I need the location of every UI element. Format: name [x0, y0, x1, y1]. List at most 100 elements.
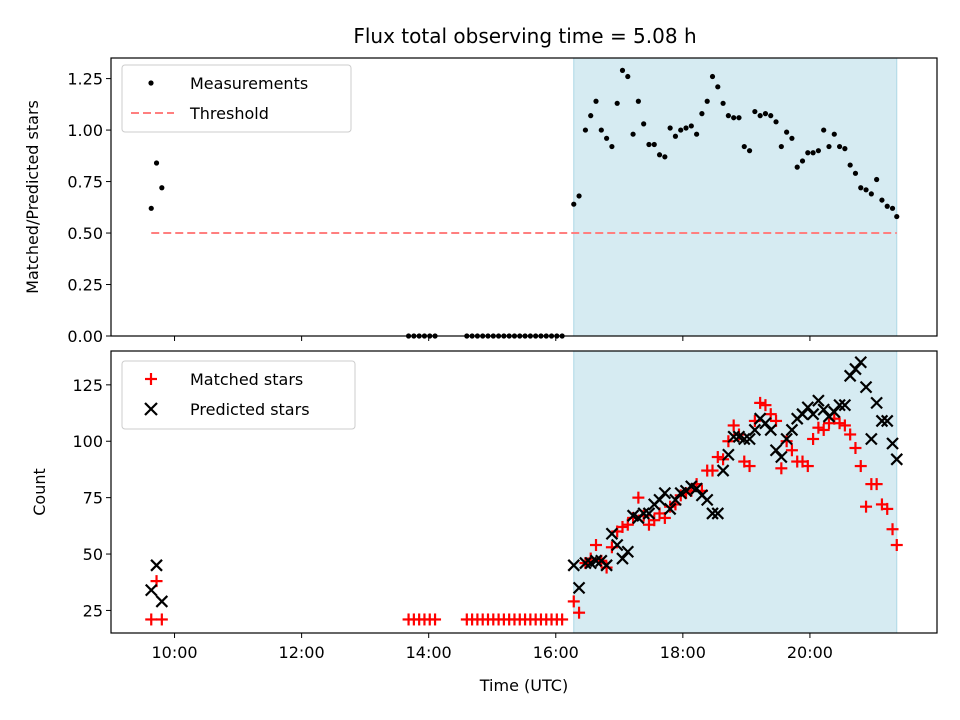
- predicted-star-point: [875, 414, 889, 428]
- legend-threshold-label: Threshold: [189, 104, 269, 123]
- matched-star-point: [145, 613, 158, 626]
- measurement-point: [651, 141, 657, 148]
- measurement-point: [863, 187, 869, 193]
- legend-matched-label: Matched stars: [190, 370, 303, 389]
- top-panel: 0.00 0.25 0.50 0.75 1.00 1.25 Matched/Predict…: [23, 57, 938, 346]
- matched-star-point: [600, 561, 613, 574]
- top-legend: Measurements Threshold: [121, 64, 352, 133]
- measurement-point: [159, 185, 165, 191]
- predicted-star-point: [637, 507, 650, 520]
- measurement-point: [148, 205, 154, 211]
- predicted-star-point: [711, 507, 725, 520]
- measurement-point: [709, 73, 716, 80]
- matched-star-point: [556, 613, 569, 626]
- predicted-star-point: [572, 581, 586, 595]
- measurement-point: [842, 146, 848, 152]
- top-y-tick-label: 0.00: [67, 327, 103, 346]
- legend-predicted-marker: [144, 402, 158, 416]
- legend-measurements-marker: [148, 80, 154, 86]
- matched-star-point: [754, 396, 767, 409]
- matched-star-point: [833, 417, 846, 430]
- predicted-star-point: [642, 507, 656, 520]
- bottom-y-tick-label: 25: [83, 601, 103, 620]
- x-axis-label: Time (UTC): [479, 676, 568, 695]
- matched-star-point: [711, 451, 724, 464]
- matched-star-point: [860, 500, 873, 513]
- matched-star-point: [759, 399, 772, 412]
- predicted-star-point: [890, 453, 904, 466]
- measurement-point: [852, 170, 859, 176]
- measurement-point: [799, 158, 806, 164]
- predicted-star-point: [600, 559, 613, 572]
- measurement-point: [826, 143, 832, 150]
- bottom-legend: Matched stars Predicted stars: [121, 360, 356, 430]
- measurement-point: [805, 150, 811, 156]
- predicted-star-point: [722, 448, 735, 462]
- predicted-star-point: [780, 432, 793, 446]
- top-y-tick-label: 1.25: [67, 70, 103, 89]
- matched-star-point: [573, 606, 586, 619]
- bottom-shaded-region: [573, 350, 898, 634]
- measurement-point: [741, 143, 747, 150]
- measurement-point: [715, 84, 721, 90]
- matched-star-point: [849, 442, 862, 455]
- matched-star-point: [567, 595, 580, 608]
- top-y-label: Matched/Predicted stars: [23, 100, 42, 294]
- predicted-star-point: [150, 559, 163, 572]
- measurement-point: [868, 191, 874, 197]
- bottom-panel: 25 50 75 100 125 10:00 12:00 14:00 16:00 18:00 20…: [30, 350, 938, 695]
- predicted-star-point: [567, 559, 581, 572]
- measurement-point: [688, 123, 694, 129]
- measurement-point: [831, 131, 837, 137]
- top-y-tick-label: 1.00: [67, 121, 103, 140]
- measurement-point: [582, 127, 589, 133]
- top-y-tick-label: 0.25: [67, 276, 103, 295]
- chart-title: Flux total observing time = 5.08 h: [353, 24, 696, 48]
- matched-star-point: [881, 502, 894, 515]
- measurement-point: [662, 154, 668, 160]
- measurement-point: [609, 143, 615, 150]
- measurement-point: [725, 113, 731, 119]
- matched-star-point: [807, 432, 820, 445]
- matched-star-point: [590, 539, 603, 552]
- predicted-star-point: [880, 414, 894, 428]
- bottom-y-axis: 25 50 75 100 125: [72, 376, 111, 620]
- matched-star-point: [616, 520, 629, 533]
- measurement-point: [794, 164, 800, 170]
- bottom-y-tick-label: 100: [72, 432, 103, 451]
- measurement-point: [635, 98, 641, 104]
- matched-star-point: [155, 613, 168, 626]
- predicted-star-point: [764, 423, 778, 437]
- measurement-point: [789, 135, 795, 141]
- predicted-star-point: [806, 407, 820, 421]
- measurement-point: [619, 67, 626, 73]
- bottom-y-tick-label: 75: [83, 489, 103, 508]
- measurement-point: [757, 113, 763, 119]
- predicted-star-point: [870, 396, 883, 410]
- measurement-point: [858, 185, 864, 191]
- measurement-point: [576, 193, 582, 199]
- matched-star-point: [727, 419, 740, 432]
- predicted-star-point: [700, 493, 714, 507]
- matched-star-point: [854, 460, 867, 473]
- predicted-star-point: [838, 398, 852, 412]
- predicted-star-point: [865, 432, 878, 446]
- measurement-point: [656, 152, 663, 158]
- matched-star-point: [785, 444, 798, 457]
- top-plot-frame: [110, 57, 938, 337]
- measurement-point: [884, 203, 890, 209]
- measurement-point: [821, 127, 827, 133]
- predicted-star-point: [785, 423, 799, 437]
- measurement-point: [752, 108, 758, 115]
- measurement-point: [683, 125, 689, 131]
- measurement-point: [815, 148, 821, 154]
- predicted-star-point: [706, 507, 719, 520]
- top-y-tick-label: 0.75: [67, 173, 103, 192]
- matched-star-point: [817, 423, 830, 436]
- bottom-x-axis: 10:00 12:00 14:00 16:00 18:00 20:00: [151, 633, 833, 662]
- measurement-point: [778, 143, 784, 150]
- predicted-star-point: [859, 380, 873, 394]
- matched-star-point: [664, 500, 677, 513]
- measurement-point: [588, 113, 594, 119]
- matched-star-point: [838, 419, 851, 432]
